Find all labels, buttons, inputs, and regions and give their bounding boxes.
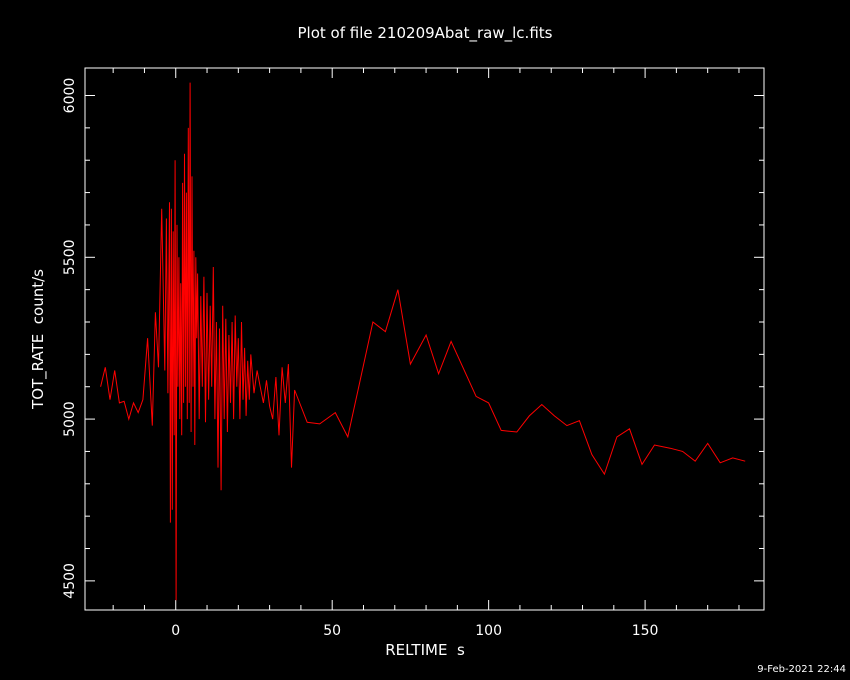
y-tick-label: 5000 xyxy=(62,401,78,437)
series-line xyxy=(100,82,746,601)
x-tick-label: 100 xyxy=(475,623,502,639)
axis-tick-labels: 0 50 100 150 4500 5000 5500 6000 xyxy=(62,78,658,639)
y-axis-label: TOT_RATE count/s xyxy=(29,269,48,410)
axis-ticks xyxy=(85,68,764,610)
y-tick-label: 4500 xyxy=(62,563,78,599)
x-tick-label: 50 xyxy=(323,623,341,639)
x-tick-label: 150 xyxy=(632,623,659,639)
y-tick-label: 6000 xyxy=(62,78,78,114)
x-tick-label: 0 xyxy=(171,623,180,639)
plot-frame xyxy=(84,67,765,611)
timestamp: 9-Feb-2021 22:44 xyxy=(757,664,846,675)
y-tick-label: 5500 xyxy=(62,239,78,275)
chart-title: Plot of file 210209Abat_raw_lc.fits xyxy=(298,24,553,43)
x-axis-label: RELTIME s xyxy=(385,641,465,659)
